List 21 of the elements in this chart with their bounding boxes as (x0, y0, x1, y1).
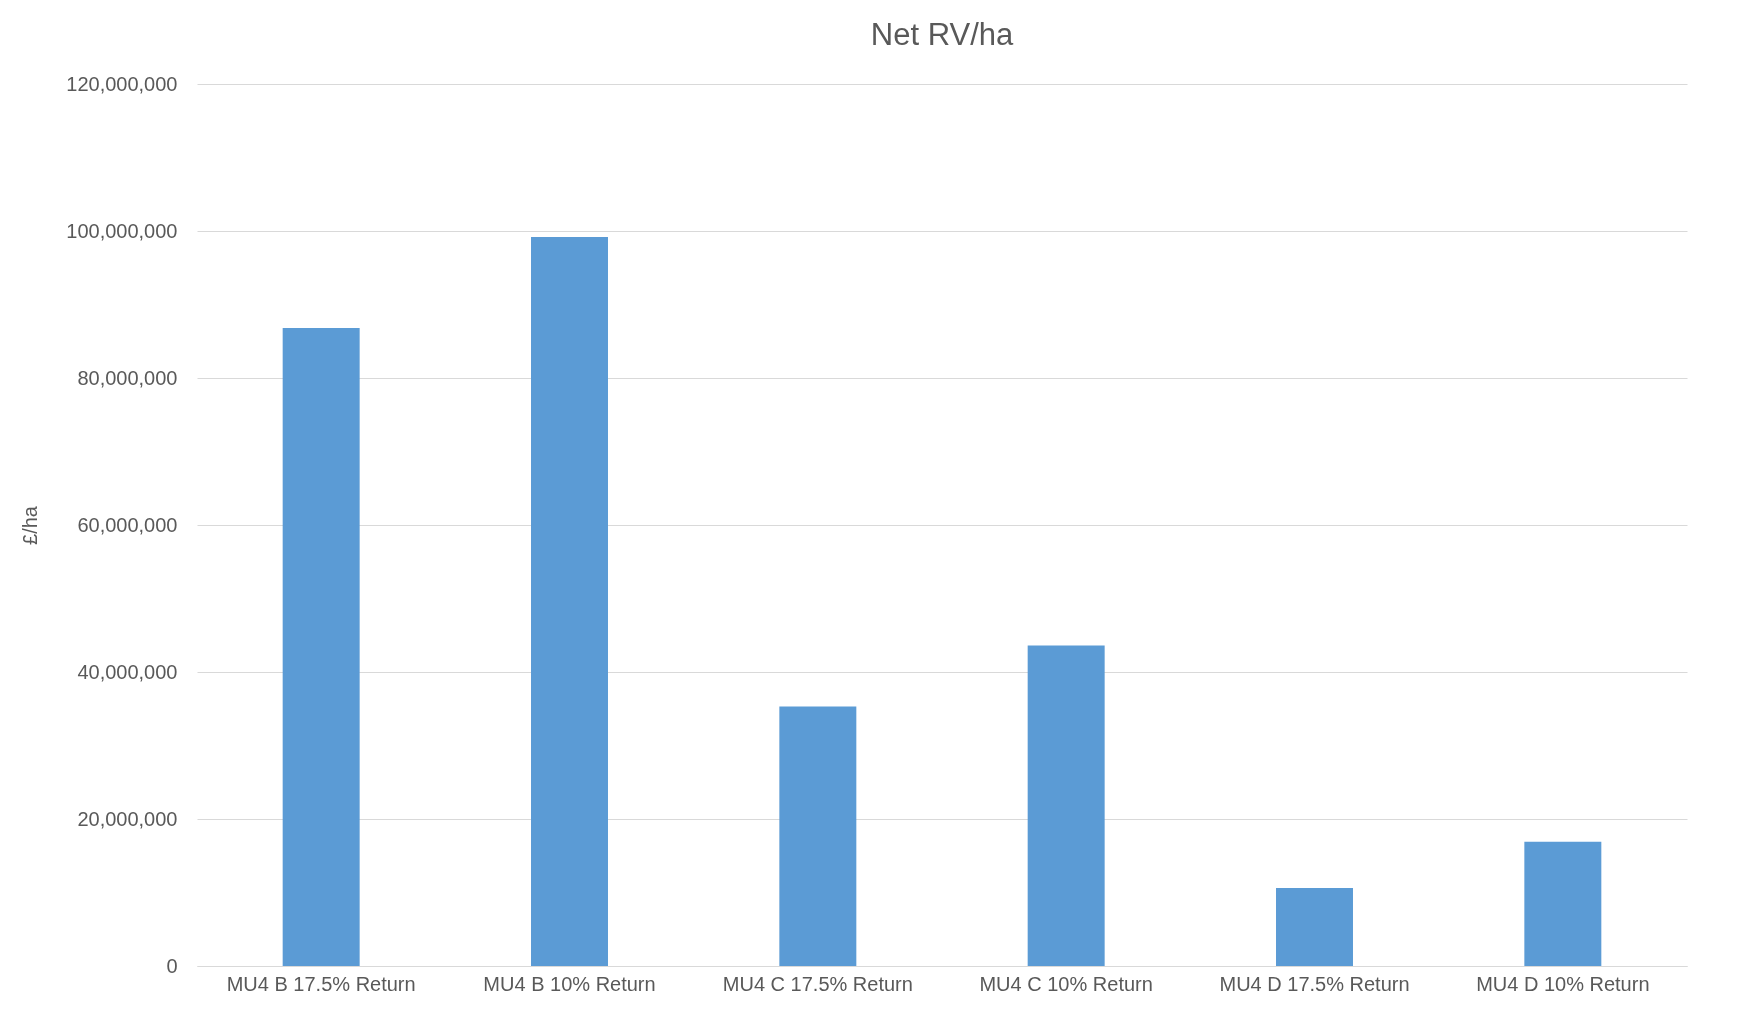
bar (1027, 645, 1105, 966)
x-tick-label: MU4 D 10% Return (1476, 972, 1650, 995)
x-tick-label: MU4 C 17.5% Return (722, 972, 913, 995)
x-tick-label: MU4 D 17.5% Return (1219, 972, 1410, 995)
y-tick-label: 60,000,000 (77, 513, 178, 536)
y-tick-label: 120,000,000 (66, 72, 178, 95)
y-tick-label: 40,000,000 (77, 660, 178, 683)
bar (779, 706, 857, 966)
bar (282, 328, 360, 966)
x-tick-label: MU4 B 17.5% Return (226, 972, 416, 995)
chart-title: Net RV/ha (870, 17, 1014, 52)
y-tick-label: 20,000,000 (77, 807, 178, 830)
y-axis-title: £/ha (19, 505, 42, 545)
x-tick-label: MU4 C 10% Return (979, 972, 1153, 995)
x-tick-label: MU4 B 10% Return (483, 972, 656, 995)
y-tick-label: 0 (166, 954, 178, 977)
bar (1524, 841, 1602, 966)
bar (531, 236, 608, 966)
y-tick-label: 100,000,000 (66, 219, 178, 242)
bar (1276, 888, 1353, 966)
y-tick-label: 80,000,000 (77, 366, 178, 389)
